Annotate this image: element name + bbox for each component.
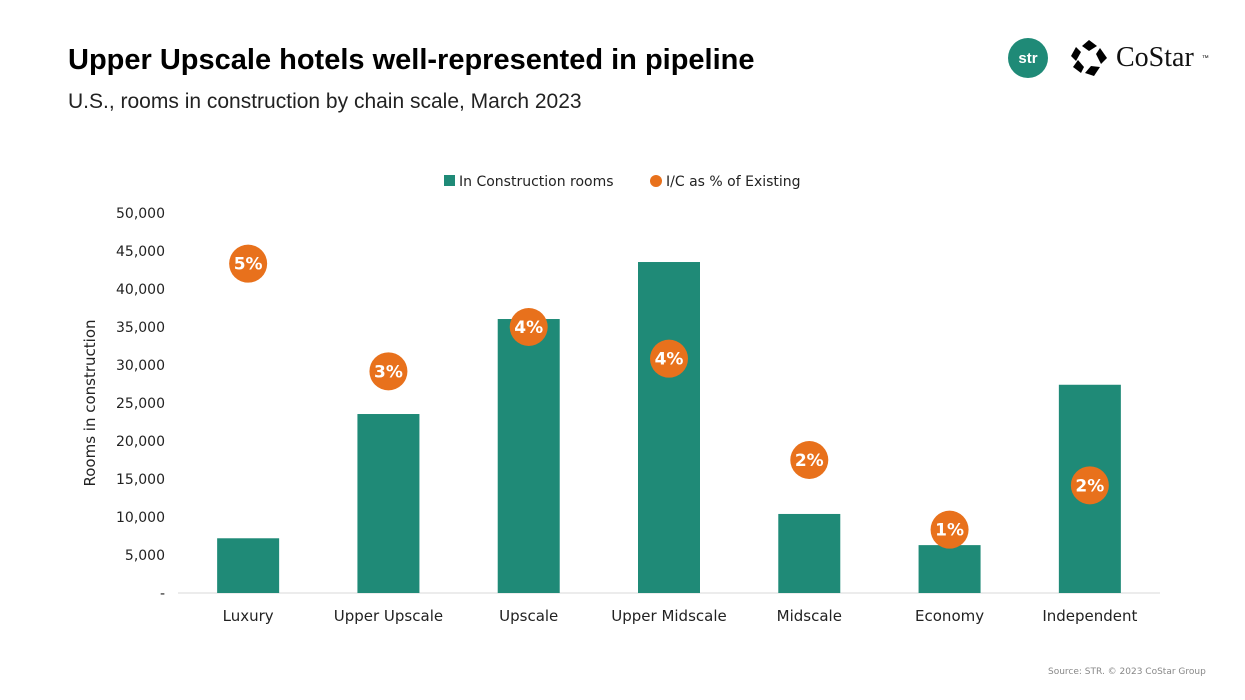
y-tick-label: 50,000 xyxy=(116,206,165,222)
logos: str CoStar ™ xyxy=(1008,38,1209,78)
pct-dot xyxy=(1070,466,1109,505)
y-tick-label: 25,000 xyxy=(116,396,165,412)
costar-star-icon xyxy=(1071,40,1107,76)
x-tick-label: Upper Midscale xyxy=(611,607,726,625)
pct-dot xyxy=(930,510,969,549)
legend-dot-label: I/C as % of Existing xyxy=(666,174,801,190)
page-title: Upper Upscale hotels well-represented in… xyxy=(68,44,755,76)
y-tick-label: 30,000 xyxy=(116,358,165,374)
source-note: Source: STR. © 2023 CoStar Group xyxy=(1048,667,1206,677)
pct-label: 2% xyxy=(1075,476,1104,496)
legend-dot-swatch xyxy=(650,175,662,187)
bar-upper-upscale xyxy=(357,414,420,593)
y-axis-label: Rooms in construction xyxy=(81,319,99,486)
y-tick-label: 35,000 xyxy=(116,320,165,336)
y-tick-label: 15,000 xyxy=(116,472,165,488)
pct-label: 2% xyxy=(795,451,824,471)
y-tick-label: 20,000 xyxy=(116,434,165,450)
x-tick-label: Midscale xyxy=(777,607,842,625)
bar-upscale xyxy=(497,319,560,593)
str-logo-text: str xyxy=(1018,49,1038,67)
costar-logo-text: CoStar xyxy=(1116,42,1194,73)
x-tick-label: Independent xyxy=(1042,607,1137,625)
trademark: ™ xyxy=(1201,54,1209,62)
bar-upper-midscale xyxy=(638,262,700,593)
x-tick-label: Economy xyxy=(915,607,984,625)
y-tick-label: 10,000 xyxy=(116,510,165,526)
y-tick-label: - xyxy=(160,586,165,602)
legend-bar-swatch xyxy=(444,175,455,186)
page-subtitle: U.S., rooms in construction by chain sca… xyxy=(68,90,582,113)
y-tick-label: 5,000 xyxy=(125,548,165,564)
y-tick-label: 45,000 xyxy=(116,244,165,260)
x-tick-label: Upscale xyxy=(499,607,558,625)
pct-label: 4% xyxy=(514,318,543,338)
pct-label: 3% xyxy=(374,362,403,382)
pct-dot xyxy=(229,244,268,283)
bar-economy xyxy=(918,545,981,593)
x-tick-label: Upper Upscale xyxy=(334,607,443,625)
pct-label: 4% xyxy=(655,350,684,370)
str-logo: str xyxy=(1008,38,1048,78)
pct-dot xyxy=(650,339,688,378)
costar-logo: CoStar ™ xyxy=(1070,39,1209,77)
pct-dot xyxy=(509,308,548,346)
pct-dot xyxy=(790,441,829,479)
pct-label: 1% xyxy=(935,521,964,541)
y-tick-label: 40,000 xyxy=(116,282,165,298)
legend-bar-label: In Construction rooms xyxy=(459,174,614,190)
pct-dot xyxy=(369,352,408,391)
pct-label: 5% xyxy=(234,255,263,275)
bar-luxury xyxy=(217,538,280,593)
bar-midscale xyxy=(778,513,841,593)
x-tick-label: Luxury xyxy=(223,607,274,625)
